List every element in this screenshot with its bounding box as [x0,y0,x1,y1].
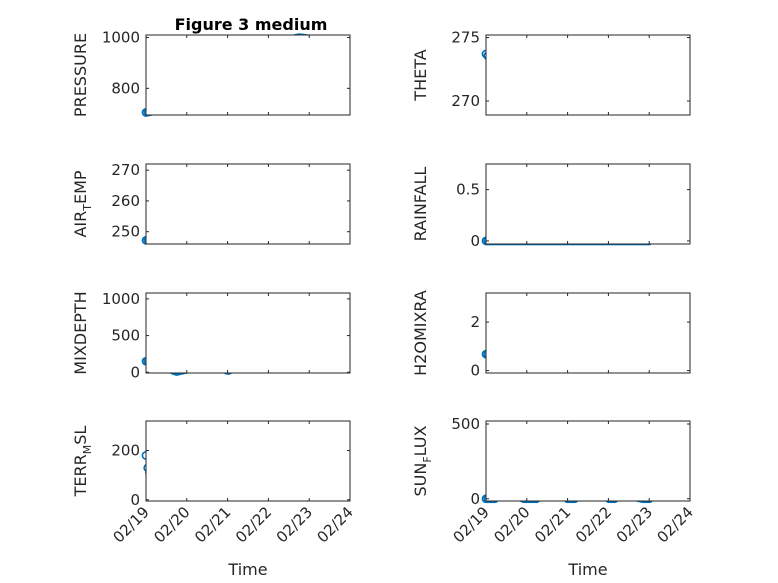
y-tick-label: 270 [111,161,140,179]
y-tick-label: 1000 [102,290,140,308]
y-tick-label: 0 [130,363,140,381]
y-tick-label: 0 [130,491,140,509]
y-tick-label: 1000 [102,29,140,47]
axes-frame [485,420,691,502]
y-tick-label: 500 [111,327,140,345]
axes-frame [145,34,351,116]
subplot-4: 0 500 1000 MIXDEPTH [71,290,351,381]
y-tick-label: 250 [111,223,140,241]
axes-frame [145,163,351,245]
subplot-0: 800 1000 PRESSURE [71,29,351,117]
y-tick-label: 200 [111,442,140,460]
y-tick-label: 275 [451,29,480,47]
y-axis-label: TERRMSL [71,426,94,498]
y-tick-label: 0 [470,490,480,508]
axes-frame [485,34,691,116]
subplot-2: 250 260 270 AIRTEMP [71,161,351,245]
subplot-grid: 800 1000 PRESSURE 270 275 THETA 250 260 270 AIRTE… [71,29,697,579]
y-axis-label: MIXDEPTH [71,291,90,374]
subplot-3: 0 0.5 RAINFALL [411,163,691,250]
y-tick-label: 800 [111,79,140,97]
y-axis-label: SUNFLUX [411,425,434,496]
axes-frame [485,163,691,245]
y-tick-label: 0.5 [456,181,480,199]
subplot-1: 270 275 THETA [411,29,691,116]
y-axis-label: H2OMIXRA [411,290,430,376]
x-axis-label: Time [227,560,267,579]
y-tick-label: 270 [451,92,480,110]
axes-frame [145,292,351,374]
y-tick-label: 2 [470,313,480,331]
x-axis-label: Time [567,560,607,579]
y-axis-label: RAINFALL [411,167,430,242]
y-axis-label: AIRTEMP [71,170,94,237]
y-tick-label: 0 [470,232,480,250]
y-tick-label: 260 [111,192,140,210]
y-tick-label: 0 [470,362,480,380]
axes-frame [485,292,691,374]
axes-frame [145,420,351,502]
y-axis-label: PRESSURE [71,33,90,117]
subplot-5: 0 2 H2OMIXRA [411,290,691,380]
y-tick-label: 500 [451,415,480,433]
figure-title: Figure 3 medium [175,15,328,34]
y-axis-label: THETA [411,49,430,101]
